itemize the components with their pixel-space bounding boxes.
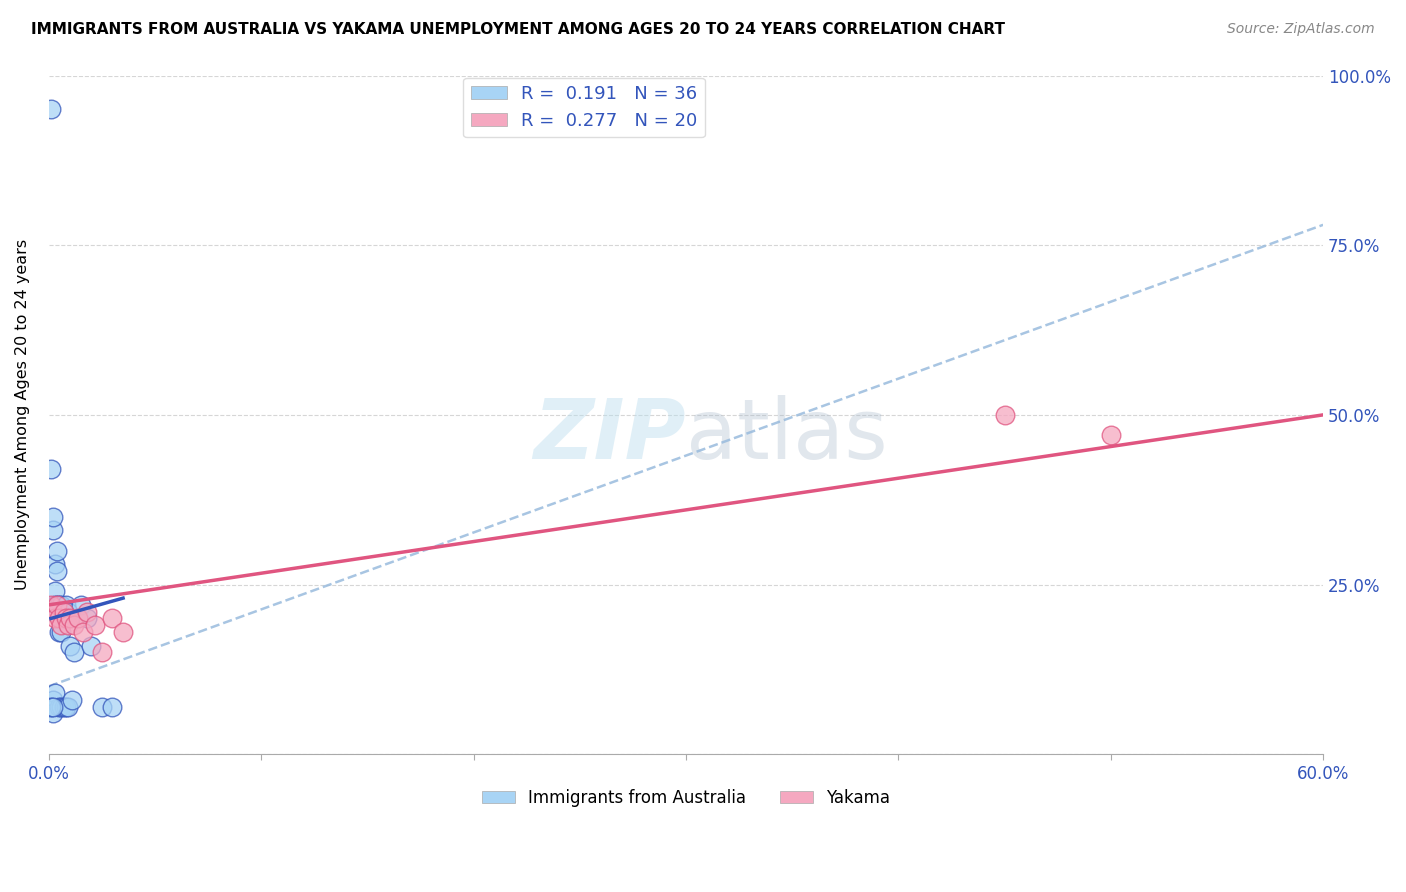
Point bbox=[48, 598, 70, 612]
Point bbox=[1099, 428, 1122, 442]
Point bbox=[42, 693, 65, 707]
Point bbox=[101, 699, 124, 714]
Point bbox=[39, 462, 62, 476]
Text: ZIP: ZIP bbox=[533, 395, 686, 475]
Point bbox=[60, 693, 83, 707]
Point bbox=[48, 699, 70, 714]
Point bbox=[39, 598, 62, 612]
Point bbox=[52, 605, 75, 619]
Point bbox=[42, 509, 65, 524]
Point bbox=[55, 699, 77, 714]
Point bbox=[44, 686, 66, 700]
Point bbox=[44, 598, 66, 612]
Point bbox=[48, 611, 70, 625]
Point bbox=[51, 699, 73, 714]
Point bbox=[67, 611, 90, 625]
Point bbox=[51, 625, 73, 640]
Point bbox=[39, 103, 62, 117]
Point bbox=[55, 598, 77, 612]
Point bbox=[52, 699, 75, 714]
Point bbox=[46, 543, 69, 558]
Point bbox=[59, 611, 82, 625]
Point bbox=[76, 611, 98, 625]
Point bbox=[42, 706, 65, 721]
Text: atlas: atlas bbox=[686, 395, 887, 475]
Point bbox=[42, 605, 65, 619]
Y-axis label: Unemployment Among Ages 20 to 24 years: Unemployment Among Ages 20 to 24 years bbox=[15, 239, 30, 591]
Point bbox=[101, 611, 124, 625]
Point bbox=[44, 584, 66, 599]
Point bbox=[39, 699, 62, 714]
Point bbox=[44, 611, 66, 625]
Point bbox=[80, 639, 103, 653]
Point bbox=[39, 699, 62, 714]
Text: IMMIGRANTS FROM AUSTRALIA VS YAKAMA UNEMPLOYMENT AMONG AGES 20 TO 24 YEARS CORRE: IMMIGRANTS FROM AUSTRALIA VS YAKAMA UNEM… bbox=[31, 22, 1005, 37]
Point bbox=[46, 564, 69, 578]
Point bbox=[84, 618, 107, 632]
Point bbox=[69, 598, 91, 612]
Point bbox=[51, 618, 73, 632]
Point bbox=[993, 408, 1015, 422]
Point bbox=[63, 618, 86, 632]
Point bbox=[56, 605, 79, 619]
Point bbox=[63, 645, 86, 659]
Point bbox=[52, 611, 75, 625]
Point bbox=[48, 625, 70, 640]
Point bbox=[42, 523, 65, 537]
Point bbox=[76, 605, 98, 619]
Point bbox=[72, 625, 94, 640]
Legend: Immigrants from Australia, Yakama: Immigrants from Australia, Yakama bbox=[475, 782, 897, 814]
Point bbox=[42, 699, 65, 714]
Point bbox=[46, 598, 69, 612]
Point bbox=[46, 598, 69, 612]
Point bbox=[112, 625, 135, 640]
Text: Source: ZipAtlas.com: Source: ZipAtlas.com bbox=[1227, 22, 1375, 37]
Point bbox=[59, 639, 82, 653]
Point bbox=[44, 557, 66, 571]
Point bbox=[55, 611, 77, 625]
Point bbox=[51, 598, 73, 612]
Point bbox=[90, 645, 112, 659]
Point bbox=[56, 618, 79, 632]
Point bbox=[90, 699, 112, 714]
Point bbox=[56, 699, 79, 714]
